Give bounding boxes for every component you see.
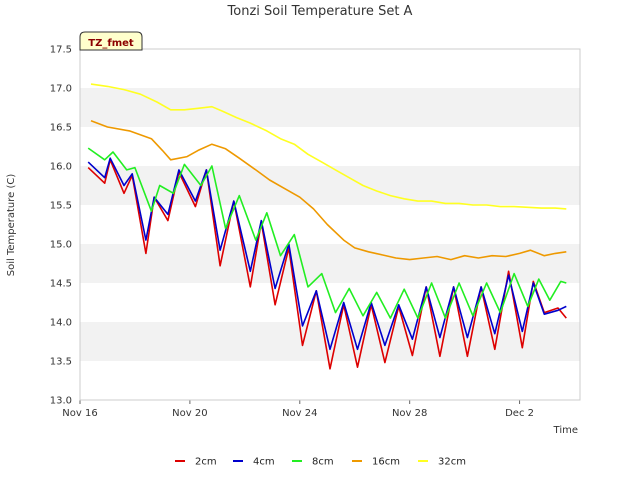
y-axis-ticks: 13.0 13.5 14.0 14.5 15.0 15.5 16.0 16.5 17.0 17.5 [50,45,72,407]
series-line-16cm [90,120,567,261]
x-tick-label: Nov 20 [172,408,207,419]
series-line-32cm [90,83,567,210]
y-tick-label: 14.0 [50,318,72,329]
legend-label-2cm: 2cm [195,457,217,468]
legend-label-16cm: 16cm [372,457,400,468]
x-tick-label: Nov 24 [282,408,317,419]
x-tick-label: Dec 2 [505,408,534,419]
y-tick-label: 17.0 [50,84,72,95]
x-tick-label: Nov 16 [62,408,97,419]
legend-label-8cm: 8cm [312,457,334,468]
legend: 2cm 4cm 8cm 16cm 32cm [175,457,466,468]
legend-label-4cm: 4cm [253,457,275,468]
series-line-8cm [87,147,567,319]
series-line-4cm [87,157,567,351]
y-tick-label: 15.0 [50,240,72,251]
x-axis-label: Time [553,425,578,436]
y-tick-label: 14.5 [50,279,72,290]
site-badge-box [79,31,143,51]
site-badge-label: TZ_fmet [88,38,134,49]
chart-title: Tonzi Soil Temperature Set A [227,4,413,19]
x-tick-label: Nov 28 [392,408,427,419]
y-tick-label: 15.5 [50,201,72,212]
series-lines [87,83,567,370]
y-tick-label: 13.5 [50,357,72,368]
grid-band [80,166,580,205]
y-tick-label: 16.0 [50,162,72,173]
y-tick-label: 17.5 [50,45,72,56]
legend-label-32cm: 32cm [438,457,466,468]
grid-band [80,322,580,361]
grid-band [80,244,580,283]
grid-band [80,88,580,127]
y-tick-label: 16.5 [50,123,72,134]
site-badge: TZ_fmet [79,31,143,51]
x-axis-ticks: Nov 16 Nov 20 Nov 24 Nov 28 Dec 2 [62,400,534,419]
y-tick-label: 13.0 [50,396,72,407]
y-axis-label: Soil Temperature (C) [6,174,17,277]
plot-frame [79,48,581,401]
